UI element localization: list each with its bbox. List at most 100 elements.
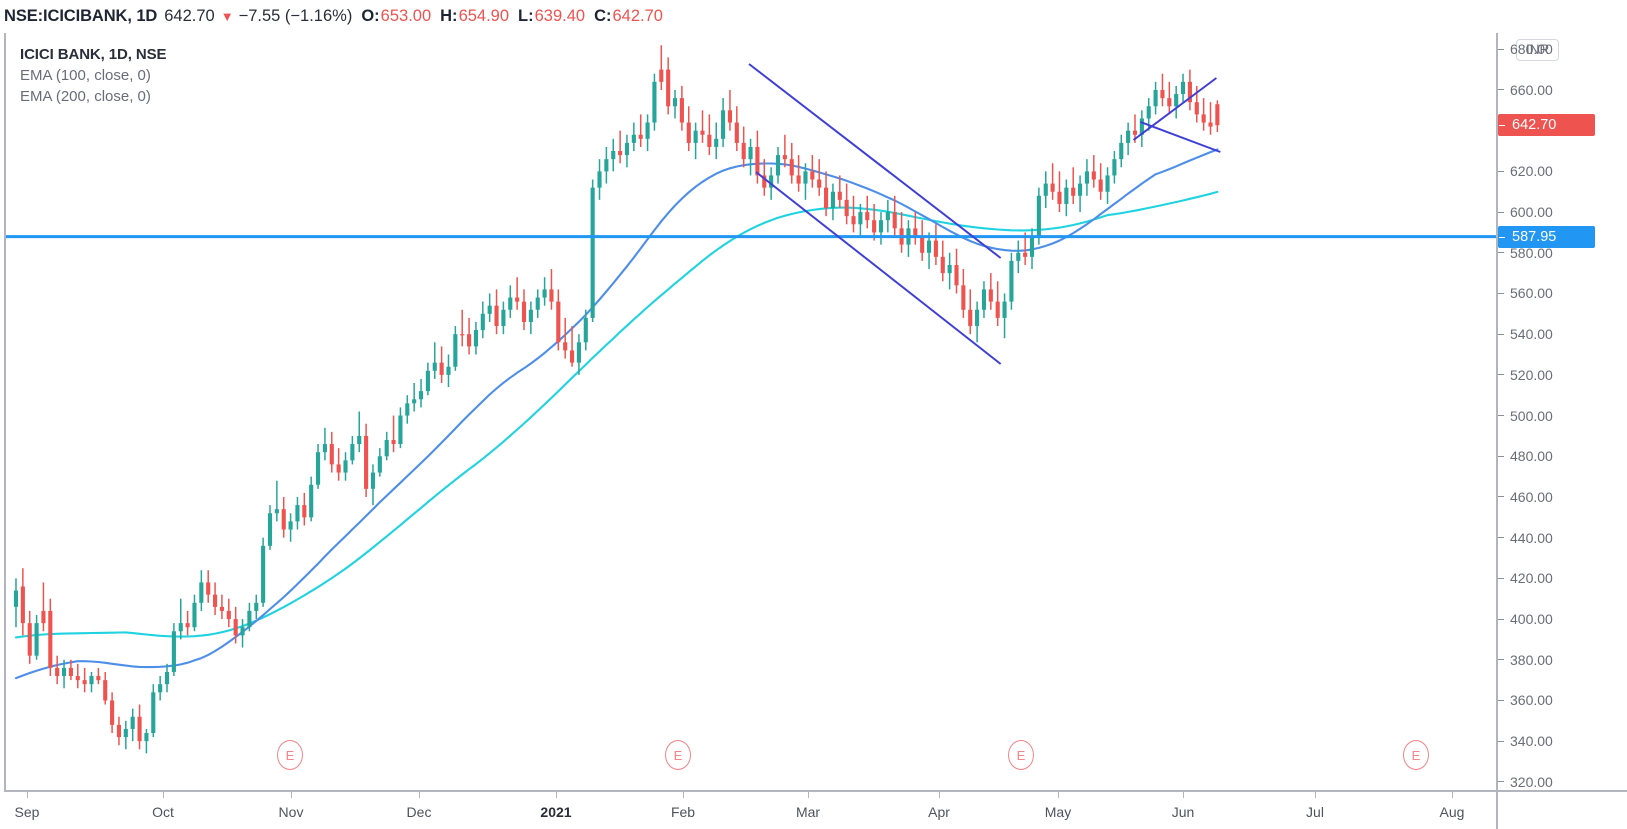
tick-label: 320.00 (1510, 773, 1553, 790)
symbol-ticker[interactable]: NSE:ICICIBANK, 1D (4, 7, 158, 25)
time-tick-mark (27, 792, 28, 798)
earnings-marker[interactable]: E (665, 740, 691, 770)
price-tick: 600.00 (1498, 204, 1553, 220)
tick-dash (1498, 89, 1504, 91)
tick-dash (1498, 659, 1504, 661)
time-tick-label: Mar (795, 804, 821, 820)
time-tick-mark (556, 792, 557, 798)
chart-canvas[interactable] (6, 33, 1496, 790)
time-tick-label: Aug (1439, 804, 1465, 820)
time-tick-label: Jul (1306, 804, 1324, 820)
time-scale-divider (1496, 792, 1498, 829)
price-tick: 320.00 (1498, 774, 1553, 790)
last-price: 642.70 (164, 7, 215, 25)
tick-dash (1498, 699, 1504, 701)
earnings-marker[interactable]: E (1403, 740, 1429, 770)
tick-label: 380.00 (1510, 651, 1553, 668)
tick-label: 440.00 (1510, 529, 1553, 546)
close-value: 642.70 (612, 7, 663, 25)
price-tick: 500.00 (1498, 408, 1553, 424)
tick-dash (1498, 455, 1504, 457)
price-tick: 540.00 (1498, 326, 1553, 342)
tick-label: 560.00 (1510, 285, 1553, 302)
price-tick: 380.00 (1498, 652, 1553, 668)
tick-label: 340.00 (1510, 733, 1553, 750)
time-scale[interactable]: Sep Oct Nov Dec 2021 Feb Mar Apr May Jun Jul Aug (4, 790, 1627, 829)
tick-label: 600.00 (1510, 204, 1553, 221)
down-triangle-icon: ▼ (220, 9, 234, 24)
symbol-info-bar: NSE:ICICIBANK, 1D 642.70 ▼ −7.55 (−1.16%… (0, 0, 1627, 33)
chart-plot-area[interactable]: ICICI BANK, 1D, NSE EMA (100, close, 0) … (4, 33, 1496, 790)
tick-dash (1498, 415, 1504, 417)
tick-dash (1498, 537, 1504, 539)
tick-label: 540.00 (1510, 326, 1553, 343)
high-value: 654.90 (458, 7, 510, 25)
time-tick-label: Nov (278, 804, 304, 820)
tick-label: 580.00 (1510, 244, 1553, 261)
time-tick-label: Sep (14, 804, 40, 820)
tick-dash (1498, 740, 1504, 742)
tick-label: 480.00 (1510, 448, 1553, 465)
price-tick: 440.00 (1498, 530, 1553, 546)
time-tick-mark (419, 792, 420, 798)
price-tick: 560.00 (1498, 285, 1553, 301)
currency-badge[interactable]: INR (1516, 39, 1560, 61)
time-tick-label: Dec (406, 804, 432, 820)
price-scale[interactable]: INR 680.00 660.00 620.00 600.00 580.00 560.00… (1496, 33, 1627, 790)
tick-label: 620.00 (1510, 163, 1553, 180)
tick-dash (1498, 496, 1504, 498)
time-tick-label: Oct (152, 804, 174, 820)
tick-dash (1498, 170, 1504, 172)
tick-label: 400.00 (1510, 611, 1553, 628)
price-tick: 460.00 (1498, 489, 1553, 505)
tick-label: 500.00 (1510, 407, 1553, 424)
time-tick-label: Feb (670, 804, 696, 820)
price-tick: 400.00 (1498, 611, 1553, 627)
time-tick-label: Jun (1171, 804, 1195, 820)
tick-dash (1498, 618, 1504, 620)
tick-label: 520.00 (1510, 366, 1553, 383)
trendline-drawings[interactable] (748, 63, 1221, 365)
time-tick-mark (683, 792, 684, 798)
time-tick-mark (163, 792, 164, 798)
price-tick: 420.00 (1498, 570, 1553, 586)
price-tick: 520.00 (1498, 367, 1553, 383)
price-tick: 480.00 (1498, 448, 1553, 464)
price-tick: 660.00 (1498, 82, 1553, 98)
price-tick: 620.00 (1498, 163, 1553, 179)
current-price-badge: 642.70 (1498, 114, 1595, 137)
high-label: H: (440, 7, 458, 25)
close-label: C: (594, 7, 612, 25)
price-tick: 360.00 (1498, 692, 1553, 708)
time-tick-mark (1058, 792, 1059, 798)
price-tick: 340.00 (1498, 733, 1553, 749)
tick-dash (1498, 781, 1504, 783)
time-tick-mark (808, 792, 809, 798)
tick-dash (1498, 333, 1504, 335)
tick-dash (1498, 211, 1504, 213)
tick-dash (1498, 48, 1504, 50)
earnings-marker[interactable]: E (1008, 740, 1034, 770)
price-tick: 680.00 (1498, 41, 1553, 57)
time-tick-label: 2021 (540, 804, 572, 820)
tick-label: 660.00 (1510, 81, 1553, 98)
time-tick-mark (939, 792, 940, 798)
tick-label: 420.00 (1510, 570, 1553, 587)
tick-dash (1498, 577, 1504, 579)
low-value: 639.40 (534, 7, 586, 25)
time-tick-mark (291, 792, 292, 798)
open-value: 653.00 (380, 7, 432, 25)
time-tick-label: May (1044, 804, 1072, 820)
open-label: O: (361, 7, 380, 25)
ema-100-line (14, 148, 1219, 680)
price-tick: 580.00 (1498, 245, 1553, 261)
level-price-badge: 587.95 (1498, 225, 1595, 248)
tick-dash (1498, 374, 1504, 376)
earnings-marker[interactable]: E (277, 740, 303, 770)
tick-dash (1498, 292, 1504, 294)
tick-label: 360.00 (1510, 692, 1553, 709)
time-tick-mark (1452, 792, 1453, 798)
time-tick-mark (1315, 792, 1316, 798)
tick-label: 680.00 (1510, 41, 1553, 58)
ema-200-line (14, 190, 1219, 639)
